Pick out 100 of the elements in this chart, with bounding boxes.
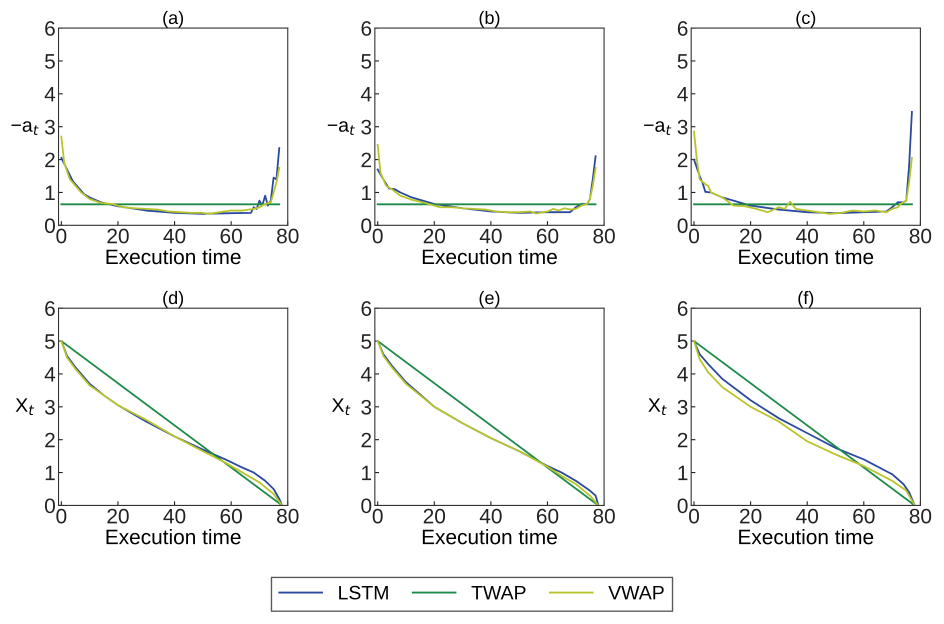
- y-tick-label: 1: [678, 466, 688, 480]
- x-tick-label: 0: [56, 508, 66, 524]
- y-tick-label: 5: [678, 54, 688, 69]
- y-tick-label: 6: [45, 301, 55, 316]
- y-tick-label: 0: [44, 218, 55, 234]
- y-tick-label: 0: [361, 498, 372, 514]
- y-tick-label: 4: [677, 367, 688, 382]
- y-axis-title: −a$_{t}$: [328, 121, 355, 135]
- x-tick-label: 0: [689, 508, 699, 524]
- y-tick-label: 6: [362, 301, 372, 316]
- y-tick-label: 2: [678, 432, 688, 448]
- y-tick-label: 4: [677, 87, 688, 102]
- x-tick-label: 60: [536, 508, 558, 524]
- legend-label: TWAP: [472, 586, 526, 600]
- y-tick-label: 0: [361, 218, 372, 234]
- x-tick-label: 40: [163, 228, 186, 244]
- x-tick-label: 60: [220, 508, 242, 524]
- y-axis-title: −a$_{t}$: [11, 121, 39, 135]
- chart-title: (d): [163, 290, 184, 308]
- x-axis-title: Execution time: [739, 248, 874, 264]
- line-series: [376, 155, 596, 214]
- x-tick-label: 20: [424, 508, 446, 524]
- x-tick-label: 60: [536, 228, 558, 244]
- x-tick-label: 20: [107, 228, 129, 244]
- x-tick-label: 60: [220, 228, 242, 244]
- y-tick-label: 1: [678, 186, 688, 200]
- line-series: [693, 340, 916, 506]
- line-series: [693, 130, 913, 215]
- x-axis-title: Execution time: [739, 529, 874, 544]
- y-tick-label: 6: [678, 21, 688, 36]
- x-tick-label: 60: [853, 508, 875, 524]
- chart-title: (e): [480, 290, 500, 308]
- x-tick-label: 80: [593, 508, 615, 524]
- x-tick-label: 20: [107, 508, 129, 524]
- y-tick-label: 4: [44, 87, 56, 102]
- x-tick-label: 0: [372, 508, 383, 524]
- line-series: [376, 340, 600, 506]
- x-tick-label: 40: [796, 228, 818, 244]
- x-tick-label: 80: [277, 508, 299, 524]
- y-tick-label: 6: [45, 21, 55, 36]
- x-tick-label: 80: [593, 228, 615, 244]
- y-axis-title: X$_{t}$: [332, 398, 350, 415]
- y-axis-title: X$_{t}$: [16, 398, 34, 415]
- y-tick-label: 0: [44, 498, 55, 514]
- y-tick-label: 4: [360, 87, 372, 102]
- y-tick-label: 5: [45, 334, 55, 349]
- x-tick-label: 20: [740, 228, 762, 244]
- y-tick-label: 0: [678, 218, 688, 234]
- y-axis-title: X$_{t}$: [648, 398, 667, 415]
- y-tick-label: 0: [678, 498, 688, 514]
- x-tick-label: 40: [480, 508, 502, 524]
- x-tick-label: 80: [910, 228, 932, 244]
- y-tick-label: 3: [678, 120, 688, 134]
- x-tick-label: 80: [277, 228, 299, 244]
- y-tick-label: 5: [45, 54, 55, 69]
- x-axis-title: Execution time: [422, 248, 557, 264]
- y-tick-label: 6: [678, 301, 688, 316]
- line-series: [60, 340, 283, 506]
- x-tick-label: 40: [796, 508, 818, 524]
- y-tick-label: 5: [678, 334, 688, 349]
- y-tick-label: 6: [362, 21, 372, 36]
- line-series: [376, 144, 596, 214]
- legend-label: VWAP: [608, 586, 664, 600]
- chart-title: (c): [796, 10, 816, 28]
- chart-title: (b): [480, 10, 500, 28]
- y-tick-label: 3: [678, 400, 688, 415]
- y-tick-label: 3: [361, 120, 372, 134]
- x-tick-label: 40: [163, 508, 186, 524]
- x-tick-label: 40: [480, 228, 502, 244]
- x-axis-title: Execution time: [422, 529, 557, 544]
- y-axis-title: −a$_{t}$: [644, 121, 672, 135]
- x-tick-label: 20: [740, 508, 762, 524]
- y-tick-label: 1: [46, 466, 55, 480]
- y-tick-label: 1: [362, 466, 372, 480]
- y-tick-label: 2: [678, 152, 688, 168]
- y-tick-label: 2: [45, 432, 55, 448]
- y-tick-label: 4: [360, 367, 372, 382]
- x-tick-label: 80: [910, 508, 932, 524]
- y-tick-label: 4: [44, 367, 56, 382]
- y-tick-label: 3: [361, 400, 372, 415]
- y-tick-label: 3: [44, 120, 55, 134]
- legend-label: LSTM: [339, 586, 388, 600]
- y-tick-label: 5: [361, 334, 372, 349]
- x-tick-label: 20: [424, 228, 446, 244]
- x-axis-title: Execution time: [106, 248, 241, 264]
- x-tick-label: 0: [56, 228, 66, 244]
- x-axis-title: Execution time: [106, 529, 241, 544]
- y-tick-label: 1: [362, 186, 372, 200]
- y-tick-label: 5: [361, 54, 372, 69]
- y-tick-label: 2: [362, 152, 372, 168]
- y-tick-label: 2: [45, 152, 55, 168]
- line-series: [693, 111, 913, 214]
- chart-title: (f): [798, 290, 814, 308]
- x-tick-label: 0: [372, 228, 383, 244]
- y-tick-label: 3: [44, 400, 55, 415]
- y-tick-label: 2: [362, 432, 372, 448]
- chart-title: (a): [163, 10, 184, 28]
- x-tick-label: 60: [853, 228, 875, 244]
- y-tick-label: 1: [46, 186, 55, 200]
- x-tick-label: 0: [689, 228, 699, 244]
